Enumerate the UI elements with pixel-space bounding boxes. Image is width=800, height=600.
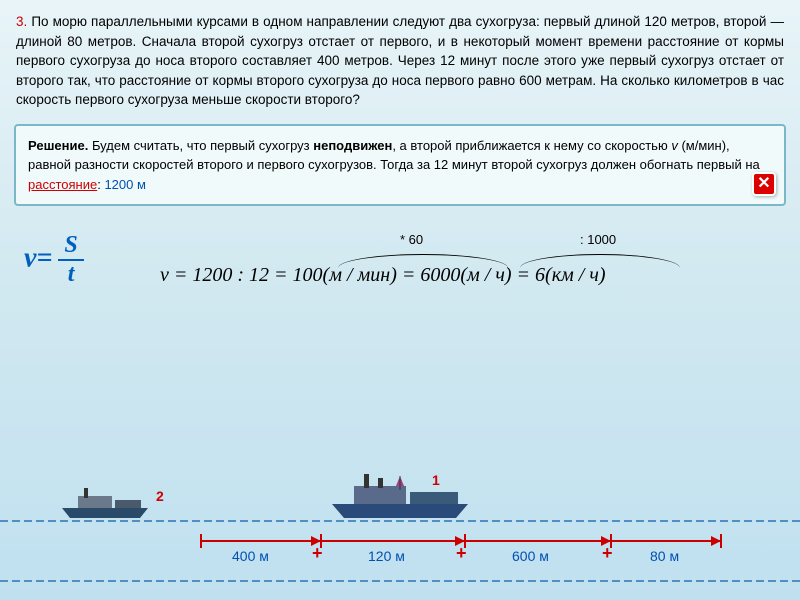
close-button[interactable]: ✕ bbox=[752, 172, 776, 196]
distance-label: 600 м bbox=[512, 548, 549, 564]
problem-number: 3. bbox=[16, 14, 27, 29]
arrow-segment bbox=[612, 540, 720, 542]
ship-2-label: 2 bbox=[156, 488, 164, 504]
sol-bold: неподвижен bbox=[313, 138, 392, 153]
formula-v: v bbox=[24, 243, 36, 274]
plus-sign: + bbox=[602, 543, 613, 564]
water-line-2 bbox=[0, 580, 800, 582]
numerator: S bbox=[58, 232, 83, 261]
solution-prefix: Решение. bbox=[28, 138, 88, 153]
calculation: v = 1200 : 12 = 100(м / мин) = 6000(м / … bbox=[160, 264, 606, 287]
anno-2: : 1000 bbox=[580, 232, 616, 247]
water-line-1 bbox=[0, 520, 800, 522]
arrow-segment bbox=[322, 540, 464, 542]
sol-t2: , а второй приближается к нему со скорос… bbox=[392, 138, 671, 153]
fraction: St bbox=[58, 232, 83, 288]
denominator: t bbox=[58, 261, 83, 288]
sol-red[interactable]: расстояние bbox=[28, 177, 97, 192]
sol-t1: Будем считать, что первый сухогруз bbox=[88, 138, 313, 153]
plus-sign: + bbox=[312, 543, 323, 564]
distance-label: 400 м bbox=[232, 548, 269, 564]
anno-1: * 60 bbox=[400, 232, 423, 247]
problem-text: 3. По морю параллельными курсами в одном… bbox=[0, 0, 800, 118]
plus-sign: + bbox=[456, 543, 467, 564]
close-icon: ✕ bbox=[757, 172, 770, 196]
distance-label: 120 м bbox=[368, 548, 405, 564]
arrow-segment bbox=[200, 540, 320, 542]
velocity-formula: v=St bbox=[24, 232, 84, 288]
formula-eq: = bbox=[36, 243, 52, 274]
ship-1-label: 1 bbox=[432, 472, 440, 488]
diagram: 2 1 400 м 120 м 600 м 80 м + + + bbox=[0, 460, 800, 600]
ship-2 bbox=[60, 484, 150, 520]
formula-area: v=St * 60 : 1000 v = 1200 : 12 = 100(м /… bbox=[0, 214, 800, 354]
solution-box: Решение. Будем считать, что первый сухог… bbox=[14, 124, 786, 207]
sol-answer: 1200 м bbox=[104, 177, 145, 192]
arrow-segment bbox=[466, 540, 610, 542]
problem-body: По морю параллельными курсами в одном на… bbox=[16, 14, 784, 107]
distance-label: 80 м bbox=[650, 548, 679, 564]
ship-1 bbox=[330, 472, 470, 520]
